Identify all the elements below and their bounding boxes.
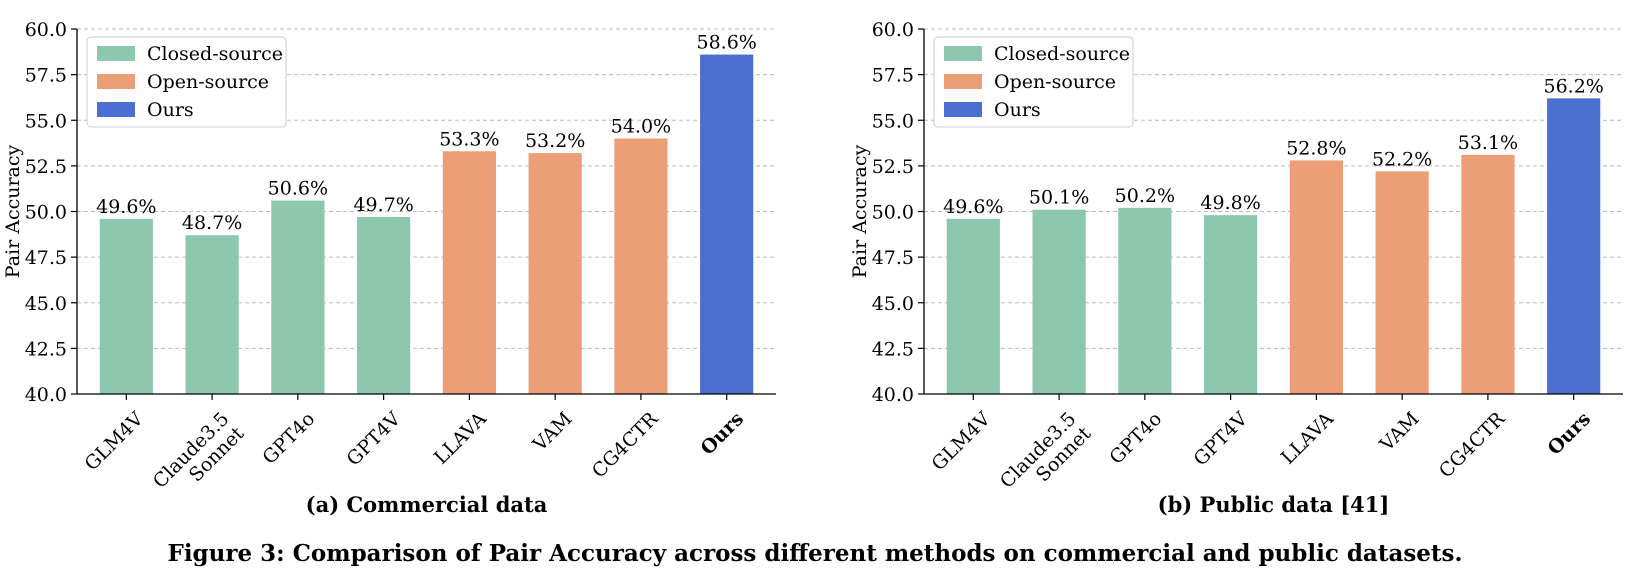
- bar-value-label: 48.7%: [182, 212, 242, 234]
- legend-box: [933, 36, 1134, 128]
- y-tick-label: 60.0: [872, 19, 914, 41]
- bar: [614, 138, 668, 394]
- y-tick-label: 55.0: [872, 110, 914, 132]
- legend-swatch: [944, 102, 982, 117]
- y-tick-label: 50.0: [872, 202, 914, 224]
- legend-label: Open-source: [994, 71, 1116, 93]
- y-tick-label: 47.5: [872, 247, 914, 269]
- bar-value-label: 52.8%: [1286, 137, 1346, 159]
- bar: [1204, 215, 1258, 394]
- legend-label: Ours: [147, 99, 194, 121]
- bar: [357, 216, 411, 394]
- legend-swatch: [97, 102, 135, 117]
- chart-commercial: 40.0 42.5 45.0 47.5 50.0 52.5 55.0 57.5 60.0 Pair…: [2, 19, 776, 517]
- bar-value-label: 53.3%: [439, 128, 499, 150]
- bar: [1118, 207, 1172, 394]
- bar-value-label: 50.1%: [1029, 187, 1089, 209]
- bar-value-label: 49.6%: [96, 196, 156, 218]
- y-tick-label: 40.0: [25, 384, 67, 406]
- x-tick-label: Ours: [1543, 408, 1595, 460]
- x-tick-label: GLM4V: [81, 408, 148, 475]
- y-tick-label: 60.0: [25, 19, 67, 41]
- x-tick-label: LLAVA: [1277, 408, 1338, 469]
- y-tick-label: 42.5: [25, 338, 67, 360]
- x-tick-label: LLAVA: [430, 408, 491, 469]
- y-tick-label: 57.5: [872, 65, 914, 87]
- y-tick-label: 52.5: [25, 156, 67, 178]
- bar: [1375, 171, 1429, 394]
- bar-value-label: 54.0%: [611, 116, 671, 138]
- legend: Closed-source Open-source Ours: [86, 36, 287, 128]
- bar: [271, 200, 325, 394]
- y-axis-label: Pair Accuracy: [849, 144, 871, 278]
- x-tick-label: CG4CTR: [588, 407, 663, 482]
- x-tick-label: GPT4o: [1105, 408, 1166, 469]
- x-tick-label: GPT4V: [1190, 408, 1253, 471]
- y-axis-label: Pair Accuracy: [2, 144, 24, 278]
- bar-value-label: 53.1%: [1458, 132, 1518, 154]
- figure-caption: Figure 3: Comparison of Pair Accuracy ac…: [167, 540, 1462, 567]
- bar-value-label: 52.2%: [1372, 148, 1432, 170]
- bar-value-label: 49.6%: [943, 196, 1003, 218]
- bar-value-label: 56.2%: [1544, 75, 1604, 97]
- x-tick-label: Claude3.5Sonnet: [996, 408, 1096, 508]
- bar-value-label: 50.2%: [1115, 185, 1175, 207]
- x-tick-label: VAM: [1375, 408, 1424, 457]
- bar-value-label: 49.7%: [353, 194, 413, 216]
- legend-label: Closed-source: [994, 43, 1130, 65]
- legend-label: Ours: [994, 99, 1041, 121]
- x-tick-label: CG4CTR: [1435, 407, 1510, 482]
- bar-value-label: 58.6%: [697, 32, 757, 54]
- x-tick-label: Ours: [696, 408, 748, 460]
- bar: [1547, 98, 1601, 394]
- bar: [528, 153, 582, 394]
- bar: [1032, 209, 1086, 394]
- bar-value-label: 50.6%: [268, 178, 328, 200]
- y-tick-label: 52.5: [872, 156, 914, 178]
- x-tick-label: Claude3.5Sonnet: [149, 408, 249, 508]
- chart-public: 40.0 42.5 45.0 47.5 50.0 52.5 55.0 57.5 60.0 Pair…: [849, 19, 1623, 517]
- x-tick-label: VAM: [528, 408, 577, 457]
- legend-box: [86, 36, 287, 128]
- y-tick-label: 45.0: [872, 293, 914, 315]
- y-tick-label: 40.0: [872, 384, 914, 406]
- bar-value-label: 49.8%: [1200, 192, 1260, 214]
- legend: Closed-source Open-source Ours: [933, 36, 1134, 128]
- x-tick-label: GPT4o: [258, 408, 319, 469]
- legend-swatch: [944, 74, 982, 89]
- y-tick-label: 55.0: [25, 110, 67, 132]
- legend-label: Open-source: [147, 71, 269, 93]
- legend-label: Closed-source: [147, 43, 283, 65]
- legend-swatch: [97, 46, 135, 61]
- y-tick-label: 50.0: [25, 202, 67, 224]
- bar: [185, 235, 239, 394]
- legend-swatch: [944, 46, 982, 61]
- bar: [1289, 160, 1343, 394]
- y-tick-label: 57.5: [25, 65, 67, 87]
- subcaption: (b) Public data [41]: [1158, 492, 1390, 517]
- x-tick-label: GPT4V: [343, 408, 406, 471]
- subcaption: (a) Commercial data: [306, 492, 548, 517]
- bar: [442, 151, 496, 394]
- bar: [700, 54, 754, 395]
- y-tick-label: 42.5: [872, 338, 914, 360]
- bar-value-label: 53.2%: [525, 130, 585, 152]
- y-tick-label: 47.5: [25, 247, 67, 269]
- x-tick-label: GLM4V: [928, 408, 995, 475]
- legend-swatch: [97, 74, 135, 89]
- bar: [946, 218, 1000, 394]
- bar: [1461, 154, 1515, 394]
- bar: [99, 218, 153, 394]
- y-tick-label: 45.0: [25, 293, 67, 315]
